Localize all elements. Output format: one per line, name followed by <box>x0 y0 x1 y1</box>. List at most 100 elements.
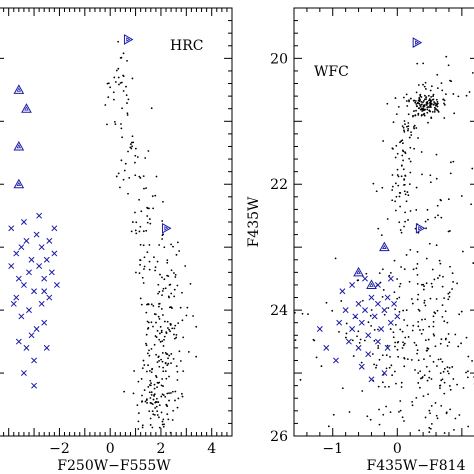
star-point <box>381 186 384 189</box>
star-point <box>113 98 115 101</box>
star-point <box>120 127 123 130</box>
star-point <box>436 105 439 108</box>
star-point <box>422 288 425 291</box>
star-point <box>156 361 159 364</box>
star-point <box>173 333 175 336</box>
star-point <box>344 336 347 339</box>
star-point <box>158 365 161 368</box>
star-point <box>137 380 140 383</box>
star-point <box>426 349 429 352</box>
star-point <box>414 100 417 102</box>
blue-straggler-marker <box>394 313 401 320</box>
star-point <box>415 91 418 94</box>
blue-straggler-marker <box>371 313 378 320</box>
star-point <box>127 98 130 101</box>
blue-straggler-marker <box>15 275 22 282</box>
star-point <box>421 110 424 112</box>
star-point <box>438 274 441 277</box>
star-point <box>360 361 363 364</box>
star-point <box>425 257 428 260</box>
star-point <box>176 284 179 287</box>
star-point <box>435 98 438 101</box>
star-point <box>152 305 155 307</box>
star-point <box>419 370 422 373</box>
star-point <box>356 279 359 282</box>
star-point <box>412 268 415 271</box>
star-point <box>159 325 162 328</box>
star-point <box>373 339 376 342</box>
star-point <box>139 297 142 300</box>
star-point <box>449 230 451 232</box>
star-point <box>168 375 170 378</box>
panel-label: WFC <box>314 64 349 80</box>
star-point <box>430 117 433 119</box>
star-point <box>157 283 160 286</box>
star-point <box>446 370 449 373</box>
star-point <box>180 392 183 395</box>
star-point <box>428 409 431 412</box>
star-point <box>119 56 122 59</box>
star-point <box>428 376 431 379</box>
star-point <box>471 71 474 74</box>
star-point <box>159 332 161 335</box>
blue-straggler-marker <box>384 294 391 301</box>
star-point <box>445 337 447 340</box>
star-point <box>153 393 156 396</box>
star-point <box>158 290 161 293</box>
star-point <box>131 135 134 138</box>
star-point <box>443 99 446 102</box>
star-point <box>134 161 136 164</box>
star-point <box>169 431 172 434</box>
star-point <box>419 95 422 97</box>
star-point <box>425 282 428 285</box>
star-point <box>377 345 380 347</box>
star-point <box>106 82 109 85</box>
star-point <box>406 324 409 327</box>
star-point <box>352 355 355 357</box>
star-point <box>429 89 432 92</box>
star-point <box>104 104 107 106</box>
plot-frame <box>0 7 233 437</box>
triangle-marker-inner <box>24 106 29 111</box>
star-point <box>470 203 473 206</box>
star-point <box>168 284 171 286</box>
star-point <box>141 426 144 429</box>
star-point <box>145 187 147 189</box>
star-point <box>173 272 175 274</box>
blue-straggler-marker <box>20 219 27 225</box>
star-point <box>432 333 435 336</box>
wfc-panel: −1 0 20 22 24 26 F435W−F814 F435W WFC <box>246 7 474 474</box>
star-point <box>420 96 423 98</box>
star-point <box>418 107 421 110</box>
star-point <box>117 67 120 70</box>
star-point <box>398 192 401 194</box>
star-point <box>155 175 158 178</box>
star-point <box>443 117 446 119</box>
x-tick-label: 0 <box>106 441 115 457</box>
star-point <box>153 395 155 397</box>
triangle-marker <box>13 140 25 151</box>
star-point <box>458 414 461 416</box>
star-point <box>154 400 157 403</box>
blue-straggler-marker <box>342 307 349 314</box>
star-point <box>412 126 415 128</box>
star-point <box>435 244 438 247</box>
star-point <box>384 385 386 388</box>
blue-straggler-marker <box>391 300 398 307</box>
star-point <box>423 374 426 377</box>
star-point <box>434 312 437 315</box>
star-point <box>400 381 403 384</box>
star-point <box>401 139 404 142</box>
star-point <box>424 108 426 111</box>
blue-straggler-marker <box>362 307 368 314</box>
right-triangle-marker-inner <box>164 226 169 231</box>
star-point <box>113 76 116 79</box>
star-point <box>369 418 372 421</box>
blue-straggler-marker <box>345 338 352 345</box>
triangle-marker-inner <box>16 87 22 92</box>
hrc-panel: −2 0 2 4 F250W−F555W HRC <box>0 7 233 474</box>
star-point <box>395 382 397 385</box>
star-point <box>361 299 364 302</box>
star-point <box>428 106 431 108</box>
star-point <box>146 402 148 404</box>
